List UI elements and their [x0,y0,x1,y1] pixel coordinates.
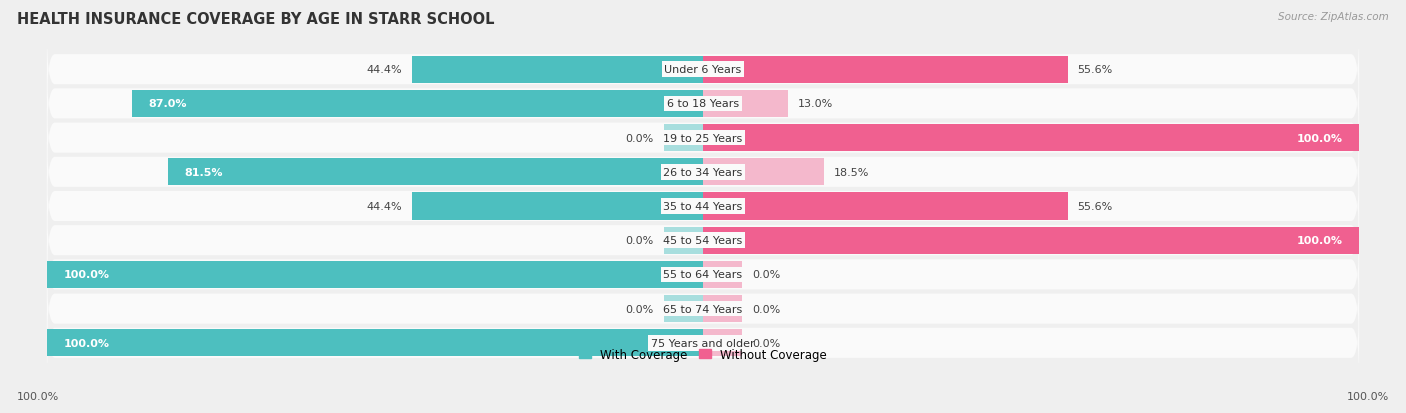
Text: 100.0%: 100.0% [1347,391,1389,401]
Text: 0.0%: 0.0% [752,338,780,348]
Text: 44.4%: 44.4% [366,65,402,75]
Text: 18.5%: 18.5% [834,167,869,177]
FancyBboxPatch shape [46,167,1360,246]
FancyBboxPatch shape [46,99,1360,178]
FancyBboxPatch shape [46,31,1360,109]
Text: 100.0%: 100.0% [1296,133,1343,143]
Text: HEALTH INSURANCE COVERAGE BY AGE IN STARR SCHOOL: HEALTH INSURANCE COVERAGE BY AGE IN STAR… [17,12,495,27]
Text: 100.0%: 100.0% [17,391,59,401]
Text: 0.0%: 0.0% [752,304,780,314]
Text: 100.0%: 100.0% [63,338,110,348]
Bar [703,125,1360,152]
Bar [664,125,703,152]
Bar [46,329,703,356]
Text: 19 to 25 Years: 19 to 25 Years [664,133,742,143]
Bar [412,57,703,84]
Bar [664,295,703,323]
Bar [703,329,742,356]
Text: 81.5%: 81.5% [184,167,224,177]
Text: 0.0%: 0.0% [752,270,780,280]
Bar [664,227,703,254]
Text: 6 to 18 Years: 6 to 18 Years [666,99,740,109]
Text: 100.0%: 100.0% [63,270,110,280]
Text: 44.4%: 44.4% [366,202,402,211]
Bar [132,90,703,118]
Bar [169,159,703,186]
Bar [703,57,1067,84]
Text: 75 Years and older: 75 Years and older [651,338,755,348]
Text: 65 to 74 Years: 65 to 74 Years [664,304,742,314]
Text: 100.0%: 100.0% [1296,236,1343,246]
FancyBboxPatch shape [46,133,1360,212]
Bar [46,261,703,288]
Text: 0.0%: 0.0% [626,236,654,246]
Text: Source: ZipAtlas.com: Source: ZipAtlas.com [1278,12,1389,22]
Bar [703,90,789,118]
Text: 55.6%: 55.6% [1077,65,1114,75]
Text: 0.0%: 0.0% [626,304,654,314]
Bar [703,227,1360,254]
Bar [412,193,703,220]
Text: 55 to 64 Years: 55 to 64 Years [664,270,742,280]
Bar [703,295,742,323]
FancyBboxPatch shape [46,304,1360,382]
Text: 87.0%: 87.0% [149,99,187,109]
FancyBboxPatch shape [46,235,1360,314]
Text: Under 6 Years: Under 6 Years [665,65,741,75]
FancyBboxPatch shape [46,64,1360,144]
Bar [703,193,1067,220]
FancyBboxPatch shape [46,201,1360,280]
Bar [703,261,742,288]
Bar [703,159,824,186]
Text: 35 to 44 Years: 35 to 44 Years [664,202,742,211]
Text: 55.6%: 55.6% [1077,202,1114,211]
Text: 0.0%: 0.0% [626,133,654,143]
Text: 26 to 34 Years: 26 to 34 Years [664,167,742,177]
FancyBboxPatch shape [46,269,1360,349]
Text: 13.0%: 13.0% [799,99,834,109]
Text: 45 to 54 Years: 45 to 54 Years [664,236,742,246]
Legend: With Coverage, Without Coverage: With Coverage, Without Coverage [579,348,827,361]
